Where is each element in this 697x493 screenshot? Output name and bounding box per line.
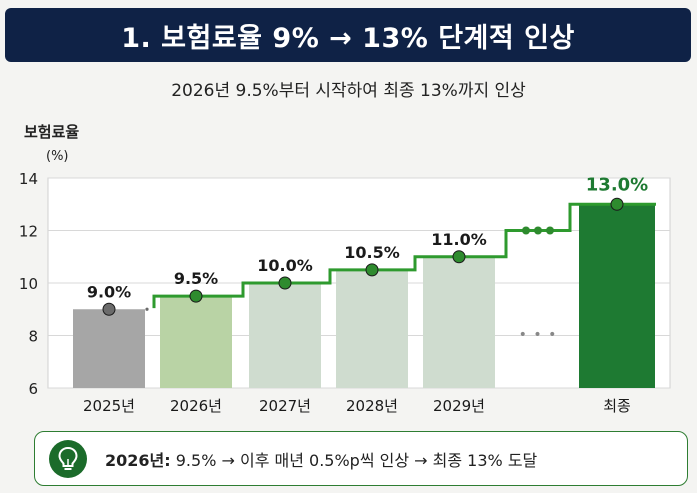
lightbulb-icon [49,439,87,478]
data-point [189,289,203,303]
step-dot [522,226,530,235]
x-tick-label: 2027년 [259,397,311,415]
data-point [610,197,624,211]
data-label: 10.5% [344,243,400,262]
data-point [102,302,116,316]
summary-box: 2026년: 9.5% → 이후 매년 0.5%p씩 인상 → 최종 13% 도… [34,431,688,486]
x-tick-label: 2025년 [83,397,135,415]
rate-chart: 6 8 10 12 14 보험료율 (%) 9.0% 9.5% 10.0% 10.5% 11.0% 13… [19,123,671,415]
bar [73,309,145,388]
bar [249,283,321,388]
x-tick-label: 2029년 [433,397,485,415]
connector-dot [145,307,149,311]
x-tick-label: 최종 [603,397,631,415]
summary-body: 9.5% → 이후 매년 0.5%p씩 인상 → 최종 13% 도달 [170,450,538,470]
x-tick-label: 2026년 [170,397,222,415]
chart-subtitle: 2026년 9.5%부터 시작하여 최종 13%까지 인상 [171,81,526,101]
data-point [365,263,379,277]
header-banner: 1. 보험료율 9% → 13% 단계적 인상 [5,8,691,62]
data-label: 9.0% [87,282,131,301]
y-tick-label: 8 [28,328,38,346]
data-point [278,276,292,290]
step-dot [534,226,542,235]
bar [579,204,655,388]
y-axis-label: 보험료율 [24,123,79,141]
ellipsis-label: • • • [519,327,558,343]
x-tick-label: 2028년 [346,397,398,415]
y-axis-unit: (%) [46,149,69,164]
y-tick-label: 10 [19,275,38,293]
y-tick-label: 12 [19,223,38,241]
y-tick-label: 6 [28,380,38,398]
data-label: 13.0% [586,174,648,195]
bar [336,269,408,388]
step-dot [546,226,554,235]
data-label: 10.0% [257,256,313,275]
data-point [452,250,466,264]
summary-prefix: 2026년: [105,450,171,470]
step-line [152,202,656,309]
y-tick-label: 14 [19,170,38,188]
page-title: 1. 보험료율 9% → 13% 단계적 인상 [121,22,575,54]
data-label: 9.5% [174,269,218,288]
bar [423,256,495,388]
data-label: 11.0% [431,230,487,249]
summary-text: 2026년: 9.5% → 이후 매년 0.5%p씩 인상 → 최종 13% 도… [105,447,537,471]
bar [160,296,232,388]
